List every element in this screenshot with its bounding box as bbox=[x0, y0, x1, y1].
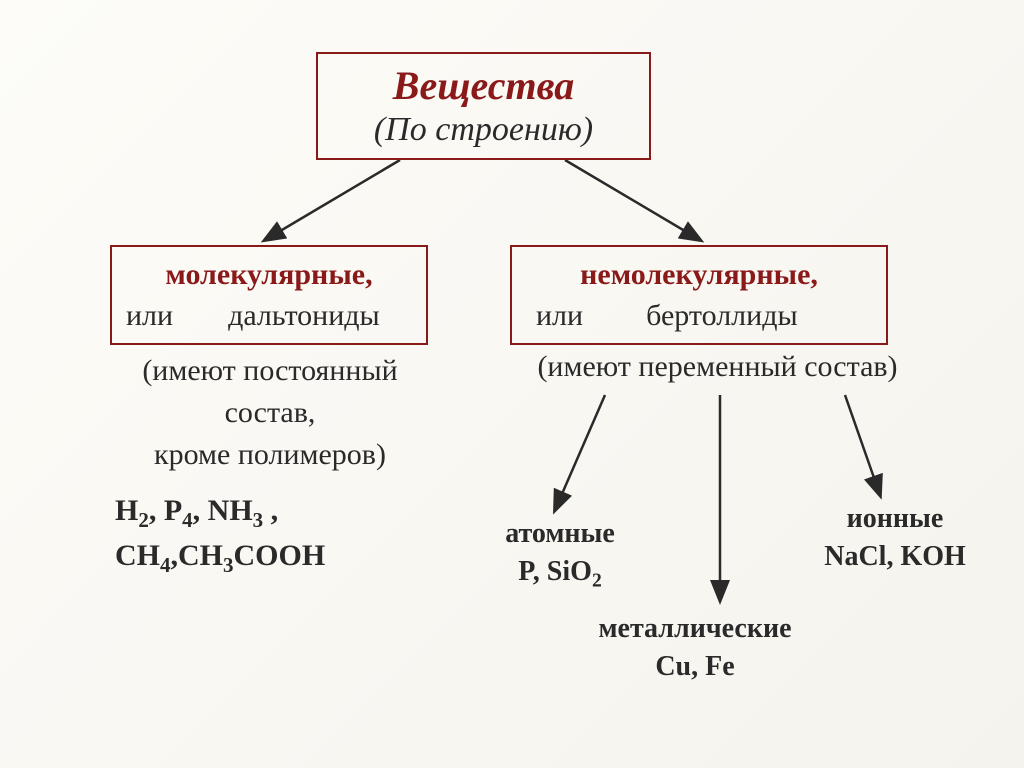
metallic-label: металлические bbox=[555, 610, 835, 648]
root-node: Вещества (По строению) bbox=[316, 52, 651, 160]
right-branch-term: бертоллиды bbox=[646, 299, 798, 332]
left-example-line1: H2, P4, NH3 , bbox=[115, 490, 445, 535]
right-branch-or: или bbox=[536, 299, 583, 332]
ionic-child: ионные NaCl, KOH bbox=[790, 500, 1000, 576]
metallic-example: Cu, Fe bbox=[555, 648, 835, 686]
root-subtitle: (По строению) bbox=[318, 111, 649, 149]
right-branch-box: немолекулярные, или бертоллиды bbox=[510, 245, 888, 345]
left-note-line3: кроме полимеров) bbox=[85, 434, 455, 476]
atomic-child: атомные P, SiO2 bbox=[460, 515, 660, 595]
left-branch-term: дальтониды bbox=[228, 299, 380, 332]
left-note-line1: (имеют постоянный bbox=[85, 350, 455, 392]
left-branch-box: молекулярные, или дальтониды bbox=[110, 245, 428, 345]
root-title: Вещества bbox=[318, 62, 649, 109]
ionic-example: NaCl, KOH bbox=[790, 538, 1000, 576]
left-branch-note: (имеют постоянный состав, кроме полимеро… bbox=[85, 350, 455, 476]
left-branch-or: или bbox=[126, 299, 173, 332]
atomic-example: P, SiO2 bbox=[460, 553, 660, 595]
right-branch-note: (имеют переменный состав) bbox=[495, 350, 940, 384]
metallic-child: металлические Cu, Fe bbox=[555, 610, 835, 686]
atomic-label: атомные bbox=[460, 515, 660, 553]
left-branch-title: молекулярные, bbox=[165, 258, 372, 291]
left-branch-examples: H2, P4, NH3 , CH4,CH3COOH bbox=[115, 490, 445, 581]
left-example-line2: CH4,CH3COOH bbox=[115, 535, 445, 580]
left-note-line2: состав, bbox=[85, 392, 455, 434]
ionic-label: ионные bbox=[790, 500, 1000, 538]
right-branch-title: немолекулярные, bbox=[580, 258, 818, 291]
